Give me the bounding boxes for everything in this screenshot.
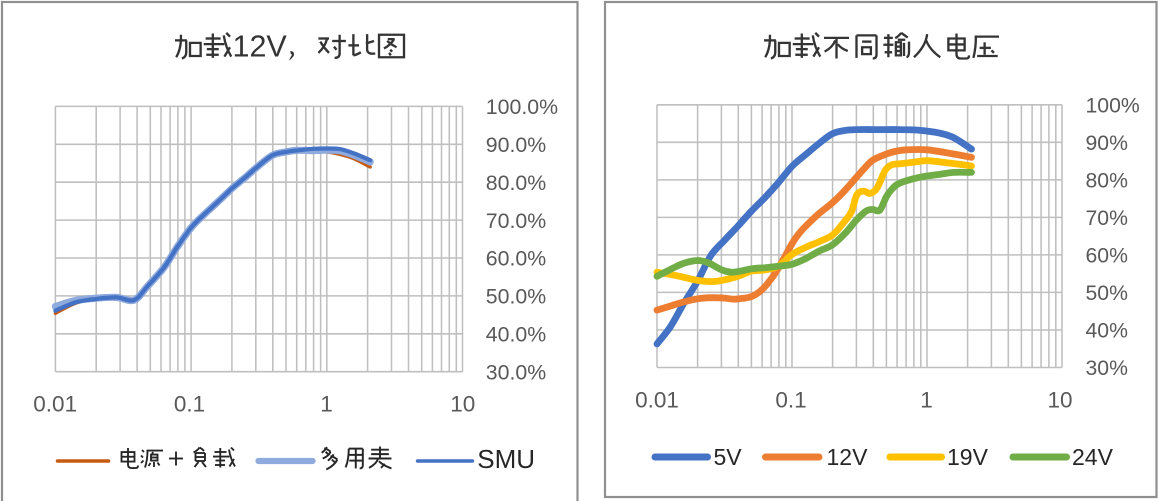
svg-text:10: 10 [450, 392, 475, 417]
svg-text:40.0%: 40.0% [486, 323, 546, 347]
svg-text:19V: 19V [947, 444, 989, 470]
svg-text:12V: 12V [233, 30, 288, 64]
svg-text:70.0%: 70.0% [486, 209, 546, 233]
svg-text:24V: 24V [1072, 444, 1114, 470]
svg-text:5V: 5V [714, 444, 743, 470]
svg-text:50.0%: 50.0% [486, 285, 546, 309]
svg-text:60%: 60% [1086, 245, 1129, 268]
svg-text:0.01: 0.01 [33, 392, 77, 417]
svg-text:0.01: 0.01 [635, 388, 679, 413]
svg-text:SMU: SMU [477, 444, 535, 474]
svg-text:50%: 50% [1086, 282, 1129, 305]
svg-text:10: 10 [1047, 388, 1072, 413]
svg-text:40%: 40% [1086, 320, 1129, 343]
svg-text:80%: 80% [1086, 170, 1129, 193]
svg-text:1: 1 [320, 392, 333, 417]
svg-text:30.0%: 30.0% [486, 360, 546, 384]
svg-text:90%: 90% [1086, 132, 1129, 155]
svg-text:0.1: 0.1 [174, 392, 205, 417]
svg-text:0.1: 0.1 [775, 388, 806, 413]
svg-text:70%: 70% [1086, 207, 1129, 230]
svg-text:12V: 12V [827, 444, 869, 470]
svg-text:100%: 100% [1086, 95, 1140, 118]
svg-text:100.0%: 100.0% [486, 95, 558, 119]
svg-text:60.0%: 60.0% [486, 247, 546, 271]
svg-text:30%: 30% [1086, 357, 1129, 380]
svg-text:90.0%: 90.0% [486, 133, 546, 157]
svg-text:80.0%: 80.0% [486, 171, 546, 195]
svg-text:1: 1 [920, 388, 933, 413]
